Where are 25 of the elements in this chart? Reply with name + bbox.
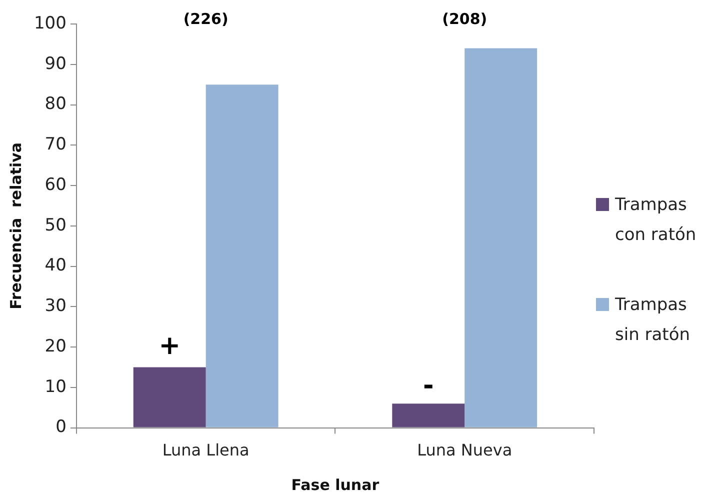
bar: [392, 404, 465, 428]
legend-label: Trampas con ratón: [615, 194, 698, 247]
x-axis-title: Fase lunar: [291, 476, 380, 494]
y-axis-title: Frecuencia relativa: [6, 142, 25, 310]
annotation: (208): [442, 10, 488, 28]
y-tick-label: 20: [44, 336, 66, 356]
y-tick-label: 90: [44, 54, 66, 74]
annotation: (226): [183, 10, 228, 28]
bar: [133, 367, 206, 428]
y-tick-label: 0: [56, 417, 66, 438]
y-tick-label: 60: [44, 174, 66, 195]
y-tick-label: 10: [44, 376, 66, 397]
y-tick-label: 40: [44, 256, 66, 276]
y-tick-label: 70: [44, 134, 66, 155]
bar: [206, 84, 278, 428]
y-tick-label: 100: [34, 13, 66, 34]
annotation: -: [422, 371, 434, 402]
x-tick-label: Luna Llena: [162, 440, 250, 460]
annotation: +: [158, 330, 181, 361]
y-tick-label: 50: [44, 215, 66, 236]
y-tick-label: 80: [44, 94, 66, 114]
bar: [464, 48, 538, 428]
x-tick-label: Luna Nueva: [417, 440, 512, 460]
legend-label: Trampas sin ratón: [615, 294, 692, 347]
y-tick-label: 30: [44, 296, 66, 316]
